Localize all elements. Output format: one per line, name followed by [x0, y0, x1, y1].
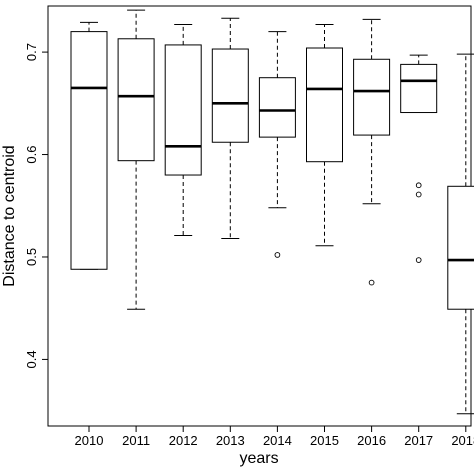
outlier-point	[368, 279, 375, 286]
iqr-box	[70, 31, 108, 270]
outlier-point	[415, 182, 422, 189]
box-2011	[117, 9, 155, 310]
box-2013	[211, 17, 249, 240]
x-tick-label: 2014	[263, 433, 292, 448]
y-tick-label: 0.5	[24, 248, 39, 266]
x-tick-label: 2012	[169, 433, 198, 448]
boxes	[70, 9, 474, 415]
x-tick-label: 2017	[404, 433, 433, 448]
y-tick-label: 0.4	[24, 350, 39, 368]
iqr-box	[353, 58, 391, 136]
outlier-point	[415, 191, 422, 198]
outlier-point	[274, 252, 281, 258]
x-tick-label: 2010	[75, 433, 104, 448]
y-axis-label: Distance to centroid	[1, 145, 18, 286]
box-2017	[400, 54, 438, 263]
iqr-box	[211, 48, 249, 143]
x-axis: 2010 2011 2012 2013 2014 2015 2016 2017 2018	[75, 426, 474, 448]
box-2015	[306, 23, 343, 247]
box-2012	[164, 23, 202, 236]
x-tick-label: 2016	[357, 433, 386, 448]
outlier-point	[415, 257, 422, 263]
iqr-box	[117, 38, 155, 162]
x-tick-label: 2015	[310, 433, 339, 448]
y-tick-label: 0.7	[24, 43, 39, 61]
iqr-box	[306, 47, 343, 163]
y-axis: 0.4 0.5 0.6 0.7	[24, 43, 48, 368]
iqr-box	[164, 44, 202, 176]
box-2010	[70, 21, 108, 270]
x-tick-label: 2011	[122, 433, 150, 448]
box-2014	[258, 31, 296, 258]
x-axis-label: years	[239, 450, 278, 467]
box-2016	[353, 18, 391, 286]
y-tick-label: 0.6	[24, 145, 39, 163]
iqr-box	[258, 77, 296, 138]
x-tick-label: 2018	[451, 433, 474, 448]
iqr-box	[447, 185, 474, 310]
iqr-box	[400, 63, 438, 114]
box-2018	[447, 53, 474, 415]
x-tick-label: 2013	[216, 433, 245, 448]
